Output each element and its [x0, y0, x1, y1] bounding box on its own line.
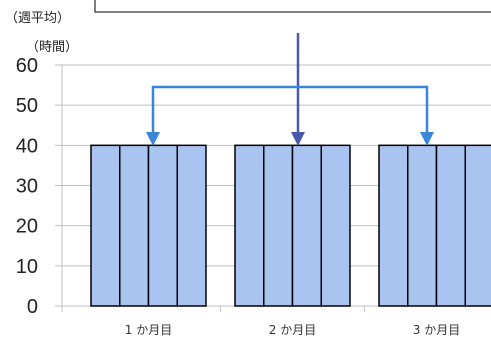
y-tick-label: 50 — [16, 95, 38, 117]
bar — [407, 144, 438, 307]
y-tick-label: 10 — [16, 256, 38, 278]
x-tick-label: 3 か月目 — [413, 323, 460, 337]
bar — [119, 144, 150, 307]
bar — [378, 144, 409, 307]
y-axis-label: （時間） — [26, 40, 78, 55]
bar — [234, 144, 265, 307]
x-tick-labels: 1 か月目 2 か月目 3 か月目 — [125, 323, 460, 337]
bar — [176, 144, 207, 307]
y-tick-label: 0 — [27, 296, 38, 318]
x-axis-ticks — [61, 306, 365, 312]
y-tick-label: 40 — [16, 135, 38, 157]
callout-box — [94, 0, 491, 13]
y-tick-labels: 0 10 20 30 40 50 60 — [16, 55, 38, 318]
bar — [435, 144, 466, 307]
y-axis-note: （週平均） — [5, 11, 70, 26]
bracket-arrows — [146, 85, 434, 146]
bar — [464, 144, 491, 307]
y-tick-label: 30 — [16, 176, 38, 198]
bar — [263, 144, 294, 307]
bars — [90, 144, 491, 307]
bar — [291, 144, 322, 307]
bar — [147, 144, 178, 307]
center-arrow — [291, 33, 305, 146]
bar — [90, 144, 121, 307]
y-tick-label: 60 — [16, 55, 38, 77]
x-tick-label: 2 か月目 — [269, 323, 316, 337]
y-tick-label: 20 — [16, 216, 38, 238]
bar — [320, 144, 351, 307]
x-tick-label: 1 か月目 — [125, 323, 172, 337]
